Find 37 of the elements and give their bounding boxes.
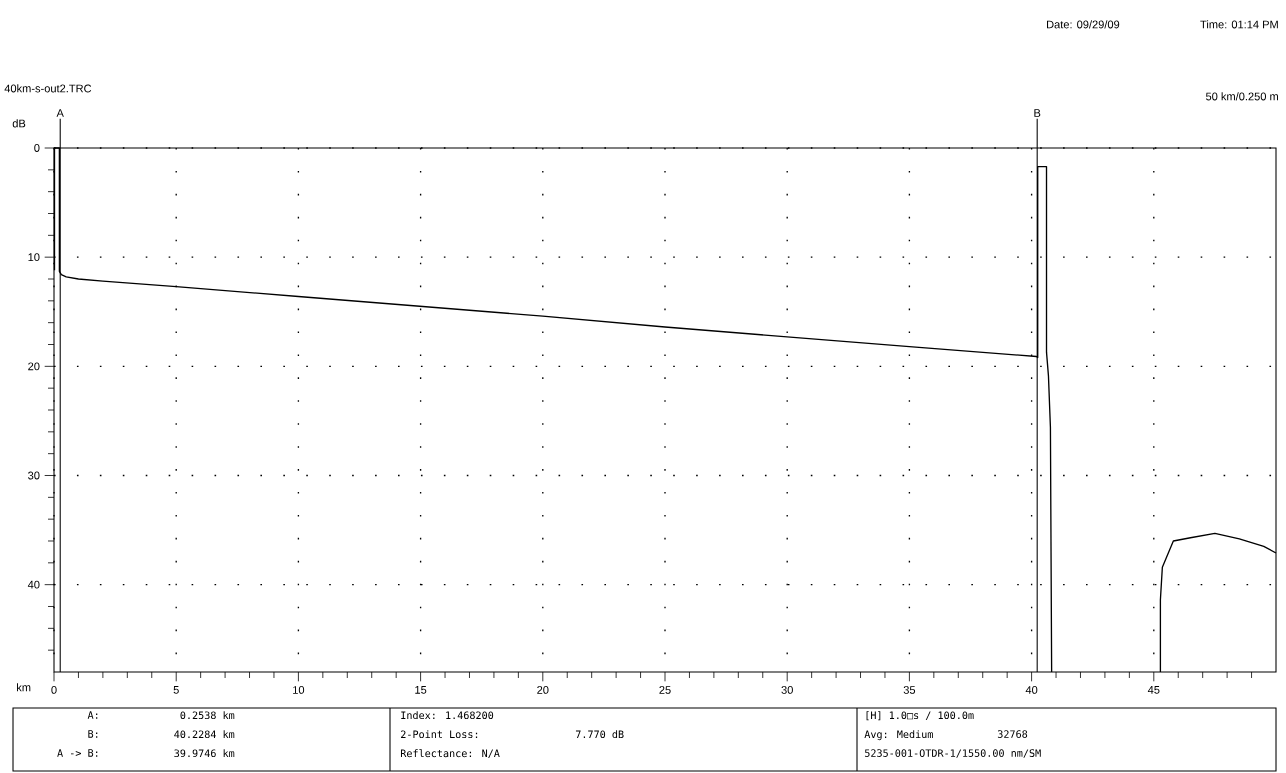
text: 32768 (997, 730, 1028, 738)
ref-line-label: A (56, 109, 64, 117)
y-axis-title: dB (12, 119, 26, 128)
x-tick-label: 45 (1147, 686, 1160, 694)
text: 0.2538 km (180, 711, 235, 720)
x-tick-label: 25 (659, 686, 671, 694)
x-tick-label: 5 (173, 686, 179, 694)
text: 2-Point Loss: (401, 730, 478, 739)
text: 40.2284 km (174, 730, 235, 739)
y-tick-label: 30 (28, 471, 40, 480)
text: Avg: Medium (864, 730, 933, 741)
y-tick-label: 10 (28, 253, 40, 262)
x-tick-label: 10 (293, 686, 305, 694)
text: [H] 1.0□s / 100.0m (866, 711, 974, 721)
x-axis-title: km (17, 683, 31, 692)
chart-title: 40km-s-out2.TRC (4, 84, 92, 93)
ref-line-label: B (1034, 109, 1041, 117)
text: Time: 01:14 PM (1200, 20, 1278, 29)
y-tick-label: 20 (28, 362, 40, 371)
text: 7.770 dB (575, 730, 624, 739)
text: Index: 1.468200 (401, 711, 494, 720)
text: B: (88, 730, 98, 738)
x-tick-label: 15 (415, 686, 427, 694)
text: Date: 09/29/09 (1047, 20, 1120, 29)
text: 50 km/0.250 m (1205, 92, 1278, 101)
y-tick-label: 40 (27, 580, 40, 589)
text: 5235-001-OTDR-1/1550.00 nm/SM (864, 749, 1041, 758)
text: Reflectance: N/A (400, 749, 500, 758)
x-tick-label: 40 (1025, 686, 1038, 694)
text: A: (87, 711, 98, 719)
x-tick-label: 30 (781, 686, 793, 694)
y-tick-label: 0 (34, 144, 40, 152)
text: 39.9746 km (174, 749, 235, 758)
x-tick-label: 35 (903, 686, 916, 694)
text: A -> B: (57, 749, 98, 757)
x-tick-label: 0 (51, 686, 57, 694)
x-tick-label: 20 (537, 686, 549, 694)
